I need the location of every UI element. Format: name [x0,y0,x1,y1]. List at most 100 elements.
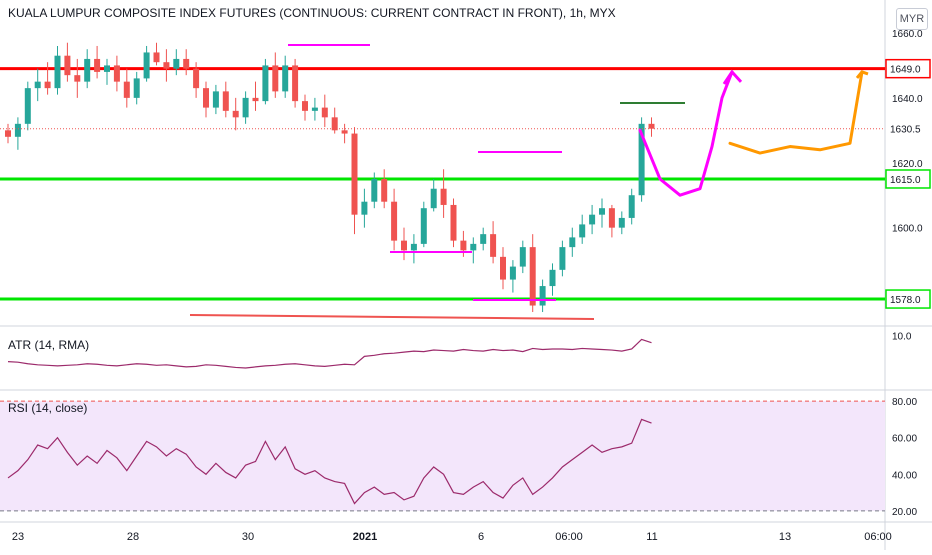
candle-body [490,234,497,257]
level-tag [885,289,931,309]
candle-body [351,133,358,215]
candle-body [54,55,61,89]
candle-body [64,55,71,76]
time-tick-label: 11 [646,531,657,543]
candle-body [222,91,229,111]
time-tick-label: 06:00 [555,531,583,543]
candle-body [272,65,279,92]
candle-body [371,178,378,202]
candle-body [74,75,81,82]
candle-body [212,91,219,108]
candle-body [242,97,249,118]
rsi-band [0,401,885,511]
currency-selector[interactable]: MYR [896,8,928,30]
last-price-label: 1630.5 [890,125,921,136]
rsi-tick-label: 40.00 [892,470,917,481]
candle-body [123,81,130,98]
candle-body [529,247,536,306]
forecast-path-orange [728,70,864,155]
forecast-path-magenta [638,70,734,197]
level-label: 1615.0 [890,175,921,186]
candle-body [153,52,160,63]
chart-title: KUALA LUMPUR COMPOSITE INDEX FUTURES (CO… [8,6,616,20]
atr-label: ATR (14, RMA) [8,338,90,352]
candle-body [262,65,269,102]
candle-body [519,247,526,267]
level-label: 1578.0 [890,295,921,306]
candle-body [143,52,150,79]
candle-body [430,188,437,209]
level-tag [885,169,931,189]
candle-body [589,214,596,225]
time-tick-label: 28 [127,531,139,543]
candle-body [5,130,11,137]
candle-body [480,234,487,244]
candle-body [440,188,447,205]
candle-body [252,97,259,102]
candle-body [618,217,625,228]
candle-body [302,101,308,111]
candle-body [203,88,209,108]
forecast-arrowhead [855,70,869,79]
candle-body [381,178,388,202]
rsi-line [7,418,652,505]
candle-body [133,78,140,98]
price-tick-label: 1640.0 [892,94,923,105]
candle-body [193,68,200,89]
rsi-label: RSI (14, close) [8,401,88,415]
candle-body [292,65,299,102]
candle-body [331,117,338,131]
trend-line [189,314,595,320]
time-tick-label: 23 [12,531,24,543]
candle-body [500,256,506,280]
price-tick-label: 1660.0 [892,29,923,40]
candle-body [401,240,407,251]
candle-body [24,88,31,124]
candle-body [470,243,477,251]
level-tag [885,58,931,79]
candle-body [579,224,586,238]
last-price-tag [886,119,930,138]
time-tick-label: 2021 [353,531,377,543]
candle-body [391,201,398,241]
candle-body [183,58,190,69]
candle-body [94,58,101,72]
candle-body [232,110,239,118]
atr-line [7,338,652,369]
candle-body [311,107,318,111]
candle-body [569,237,576,248]
candle-body [341,130,348,134]
candle-body [559,247,566,270]
candle-body [460,240,467,251]
candle-body [509,266,516,280]
atr-tick-label: 10.0 [892,331,912,342]
rsi-tick-label: 60.00 [892,434,917,445]
candle-body [113,65,120,82]
candle-body [628,195,635,218]
candle-body [163,62,170,69]
candle-body [104,65,110,72]
candle-body [361,201,368,215]
price-tick-label: 1600.0 [892,224,923,235]
candle-body [84,58,91,82]
level-label: 1649.0 [890,65,921,76]
time-tick-label: 30 [242,531,254,543]
candle-body [549,269,556,287]
candle-body [608,208,615,228]
candle-body [450,204,457,241]
rsi-tick-label: 20.00 [892,507,917,518]
candle-body [44,81,51,89]
candle-body [539,286,546,306]
forecast-arrowhead [722,69,743,85]
candle-body [282,65,289,92]
candle-body [321,107,328,118]
candle-body [420,208,427,244]
candle-body [648,123,655,129]
price-tick-label: 1620.0 [892,159,923,170]
candle-body [599,208,605,215]
candle-body [410,243,417,251]
candle-body [14,123,21,137]
time-tick-label: 13 [779,531,791,543]
